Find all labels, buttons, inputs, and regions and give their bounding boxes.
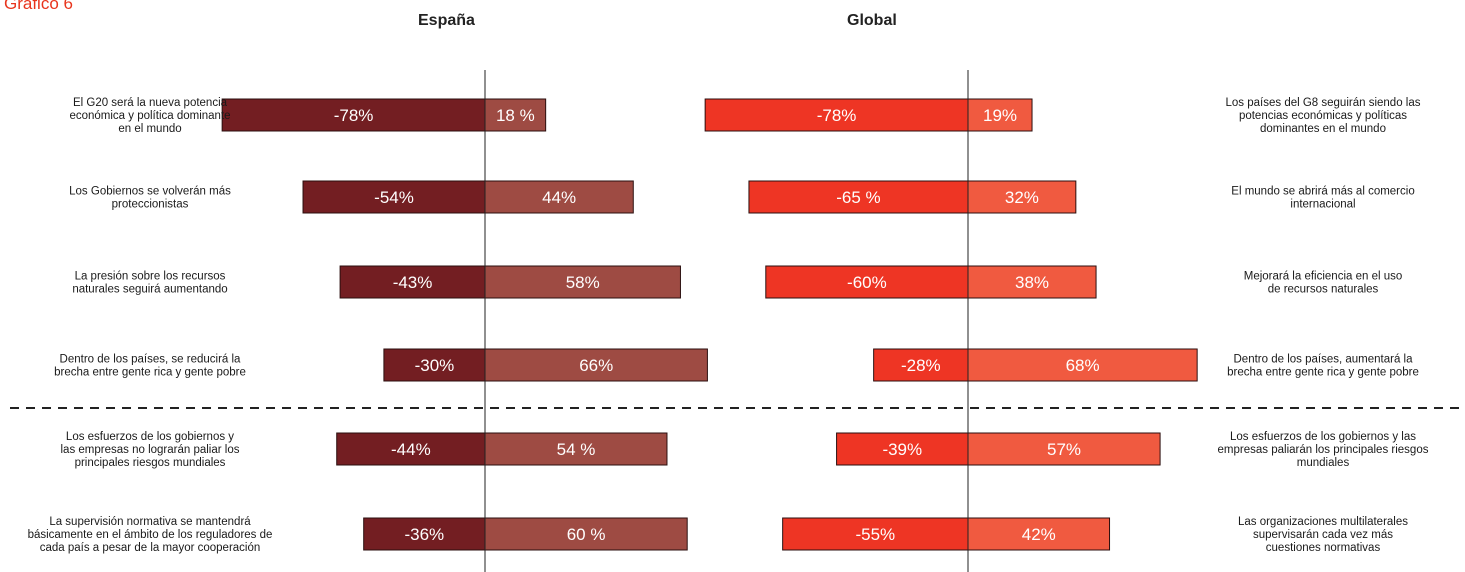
espana-bar-positive-4 bbox=[484, 432, 668, 466]
figure-label: Gráfico 6 bbox=[4, 0, 73, 13]
espana-label-negative-3: -30% bbox=[415, 356, 455, 375]
espana-label-negative-2: -43% bbox=[393, 273, 433, 292]
espana-label-negative-5: -36% bbox=[404, 525, 444, 544]
global-label-positive-1: 32% bbox=[1005, 188, 1039, 207]
global-label-positive-4: 57% bbox=[1047, 440, 1081, 459]
global-bar-positive-5 bbox=[967, 517, 1111, 551]
espana-label-positive-2: 58% bbox=[566, 273, 600, 292]
espana-bar-negative-0 bbox=[221, 98, 486, 132]
espana-label-negative-1: -54% bbox=[374, 188, 414, 207]
global-label-positive-5: 42% bbox=[1022, 525, 1056, 544]
panel-title-global: Global bbox=[847, 12, 897, 29]
espana-category-label-0: El G20 será la nueva potencia económica y… bbox=[69, 97, 230, 135]
espana-label-positive-5: 60 % bbox=[567, 525, 606, 544]
espana-bar-positive-3 bbox=[484, 348, 708, 382]
global-bar-negative-0 bbox=[704, 98, 969, 132]
espana-label-positive-0: 18 % bbox=[496, 106, 535, 125]
espana-category-label-3: Dentro de los países, se reducirá la brec… bbox=[54, 354, 246, 379]
espana-label-negative-0: -78% bbox=[334, 106, 374, 125]
espana-bar-negative-4 bbox=[336, 432, 486, 466]
global-bar-negative-2 bbox=[765, 265, 969, 299]
global-label-negative-4: -39% bbox=[882, 440, 922, 459]
espana-category-label-4: Los esfuerzos de los gobiernos y las empr… bbox=[61, 431, 240, 469]
espana-bar-negative-2 bbox=[339, 265, 486, 299]
global-label-positive-0: 19% bbox=[983, 106, 1017, 125]
espana-label-positive-4: 54 % bbox=[557, 440, 596, 459]
espana-category-label-2: La presión sobre los recursos naturales s… bbox=[72, 271, 227, 296]
global-bar-positive-3 bbox=[967, 348, 1198, 382]
espana-bar-negative-5 bbox=[363, 517, 486, 551]
espana-bar-negative-3 bbox=[383, 348, 486, 382]
espana-bar-positive-1 bbox=[484, 180, 634, 214]
global-category-label-5: Las organizaciones multilaterales supervi… bbox=[1238, 516, 1408, 554]
global-category-label-4: Los esfuerzos de los gobiernos y las empr… bbox=[1218, 431, 1429, 469]
global-label-negative-3: -28% bbox=[901, 356, 941, 375]
global-label-negative-5: -55% bbox=[855, 525, 895, 544]
global-label-negative-1: -65 % bbox=[836, 188, 880, 207]
global-label-negative-2: -60% bbox=[847, 273, 887, 292]
global-category-label-1: El mundo se abrirá más al comercio intern… bbox=[1231, 186, 1414, 211]
global-bar-positive-2 bbox=[967, 265, 1097, 299]
global-bar-positive-4 bbox=[967, 432, 1161, 466]
global-category-label-3: Dentro de los países, aumentará la brecha… bbox=[1227, 354, 1419, 379]
espana-category-label-1: Los Gobiernos se volverán más proteccioni… bbox=[69, 186, 231, 211]
espana-bar-negative-1 bbox=[302, 180, 486, 214]
global-bar-positive-1 bbox=[967, 180, 1077, 214]
espana-bar-positive-5 bbox=[484, 517, 688, 551]
panel-title-espana: España bbox=[418, 12, 475, 29]
espana-category-label-5: La supervisión normativa se mantendrá bás… bbox=[28, 516, 273, 554]
espana-label-negative-4: -44% bbox=[391, 440, 431, 459]
global-category-label-2: Mejorará la eficiencia en el uso de recur… bbox=[1244, 271, 1403, 296]
global-label-positive-3: 68% bbox=[1066, 356, 1100, 375]
global-label-negative-0: -78% bbox=[817, 106, 857, 125]
espana-label-positive-3: 66% bbox=[579, 356, 613, 375]
espana-label-positive-1: 44% bbox=[542, 188, 576, 207]
global-bar-negative-5 bbox=[782, 517, 969, 551]
global-category-label-0: Los países del G8 seguirán siendo las pot… bbox=[1226, 97, 1421, 135]
global-bar-positive-0 bbox=[967, 98, 1033, 132]
global-label-positive-2: 38% bbox=[1015, 273, 1049, 292]
espana-bar-positive-2 bbox=[484, 265, 681, 299]
global-bar-negative-4 bbox=[836, 432, 969, 466]
